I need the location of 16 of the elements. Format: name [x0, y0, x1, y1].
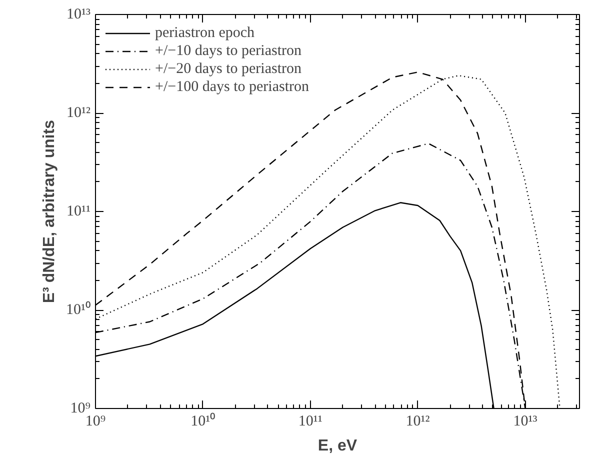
- x-tick-label: 10¹⁰: [190, 412, 216, 430]
- y-tick-label: 10¹¹: [66, 204, 91, 220]
- legend-label: +/−20 days to periastron: [155, 60, 302, 78]
- legend-label: +/−10 days to periastron: [155, 42, 302, 60]
- y-tick-label: 10⁹: [70, 400, 91, 416]
- x-tick-label: 10¹³: [513, 414, 538, 430]
- y-tick-label: 10¹²: [66, 105, 92, 121]
- x-tick-label: 10¹¹: [298, 414, 322, 430]
- x-tick-label: 10¹²: [406, 414, 430, 430]
- legend-label: +/−100 days to periastron: [155, 78, 309, 96]
- x-tick-label: 10⁹: [85, 414, 106, 430]
- y-tick-label: 10¹⁰: [66, 301, 91, 318]
- legend-label: periastron epoch: [155, 24, 255, 42]
- x-axis-title: E, eV: [318, 438, 358, 454]
- y-tick-label: 10¹³: [66, 6, 92, 22]
- y-axis-title: E³ dN/dE, arbitrary units: [41, 120, 58, 304]
